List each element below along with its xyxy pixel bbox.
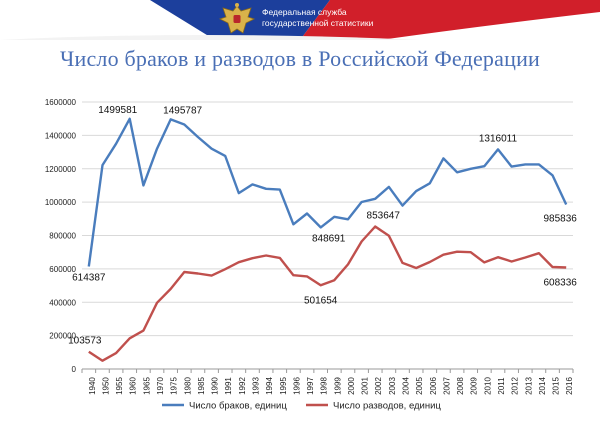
x-tick-label: 1994 (265, 377, 274, 395)
x-tick-label: 1990 (211, 377, 220, 395)
double-headed-eagle-icon (218, 3, 256, 34)
x-tick-label: 1996 (292, 377, 301, 395)
x-tick-label: 2001 (361, 377, 370, 395)
y-axis-ticks: 0 200000 400000 600000 800000 1000000 1200000 1… (45, 98, 77, 374)
data-label: 608336 (543, 277, 577, 288)
y-tick-label: 200000 (49, 332, 76, 341)
data-label: 1499581 (98, 105, 137, 116)
x-tick-label: 2009 (470, 377, 479, 395)
data-label: 501654 (304, 295, 338, 306)
x-tick-label: 1960 (129, 377, 138, 395)
x-tick-label: 2004 (402, 377, 411, 395)
legend: Число браков, единиц Число разводов, един… (162, 401, 441, 412)
x-tick-label: 2008 (456, 377, 465, 395)
x-tick-label: 1970 (156, 377, 165, 395)
series-line-divorces (88, 225, 567, 362)
x-tick-label: 1997 (306, 377, 315, 395)
x-tick-label: 1980 (183, 377, 192, 395)
legend-label: Число браков, единиц (189, 401, 287, 412)
x-tick-label: 1995 (279, 377, 288, 395)
data-label: 985836 (543, 213, 577, 224)
x-tick-label: 1975 (170, 377, 179, 395)
x-tick-label: 1998 (320, 377, 329, 395)
header-banner: Федеральная служба государственной стати… (0, 0, 600, 40)
x-axis-ticks: 1940 1950 1955 1960 1965 1970 1975 1980 1985 1990… (81, 369, 574, 395)
data-label: 614387 (72, 272, 106, 283)
x-tick-label: 2003 (388, 377, 397, 395)
y-tick-label: 400000 (49, 298, 76, 307)
x-tick-label: 2016 (565, 377, 574, 395)
x-tick-label: 2010 (483, 377, 492, 395)
x-tick-label: 2006 (429, 377, 438, 395)
x-tick-label: 2012 (511, 377, 520, 395)
y-tick-label: 800000 (49, 232, 76, 241)
x-tick-label: 2002 (374, 377, 383, 395)
y-tick-label: 1000000 (45, 198, 77, 207)
x-tick-label: 1950 (101, 377, 110, 395)
org-name-line1: Федеральная служба (262, 7, 347, 17)
x-tick-label: 2011 (497, 377, 506, 395)
legend-label: Число разводов, единиц (333, 401, 441, 412)
data-label: 1495787 (163, 105, 202, 116)
x-tick-label: 2000 (347, 377, 356, 395)
data-label: 1316011 (479, 133, 518, 144)
y-tick-label: 0 (72, 365, 77, 374)
x-tick-label: 2015 (552, 377, 561, 395)
y-tick-label: 600000 (49, 265, 76, 274)
x-tick-label: 1940 (88, 377, 97, 395)
x-tick-label: 1991 (224, 377, 233, 395)
x-tick-label: 1999 (333, 377, 342, 395)
data-label: 853647 (367, 211, 401, 222)
x-tick-label: 1992 (238, 377, 247, 395)
x-tick-label: 2005 (415, 377, 424, 395)
data-labels: 614387 1499581 1495787 848691 1316011 985836 1… (68, 105, 577, 347)
x-tick-label: 2014 (538, 377, 547, 395)
data-label: 848691 (312, 233, 346, 244)
series-line-marriages (87, 117, 568, 267)
x-tick-label: 2013 (524, 377, 533, 395)
x-tick-label: 1993 (251, 377, 260, 395)
org-name-line2: государственной статистики (262, 18, 374, 28)
x-tick-label: 1985 (197, 377, 206, 395)
org-name: Федеральная служба государственной стати… (262, 7, 373, 29)
y-tick-label: 1400000 (45, 131, 77, 140)
chart-title: Число браков и разводов в Российской Фед… (59, 46, 541, 71)
data-label: 103573 (68, 336, 102, 347)
x-tick-label: 1955 (115, 377, 124, 395)
y-tick-label: 1200000 (45, 165, 77, 174)
x-tick-label: 2007 (442, 377, 451, 395)
x-tick-label: 1965 (142, 377, 151, 395)
series-lines (87, 117, 568, 362)
y-tick-label: 1600000 (45, 98, 77, 107)
